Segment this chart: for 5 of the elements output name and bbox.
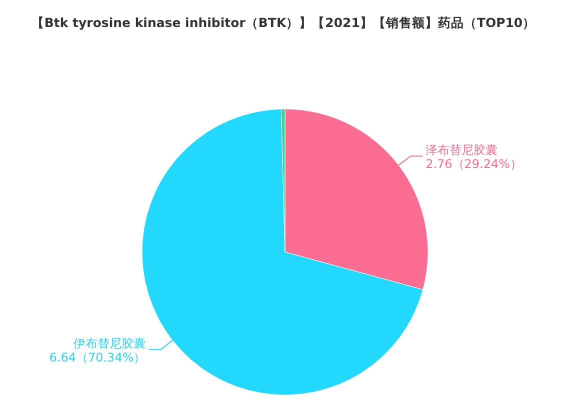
slice-label: 伊布替尼胶囊 (74, 336, 146, 351)
data-label: 6.64（70.34%） (49, 350, 146, 365)
slice-label: 泽布替尼胶囊 (426, 143, 498, 158)
chart-title: 【Btk tyrosine kinase inhibitor（BTK）】【2021】【销售额】药品（TOP10） (31, 15, 536, 30)
data-label: 2.76（29.24%） (426, 157, 522, 172)
